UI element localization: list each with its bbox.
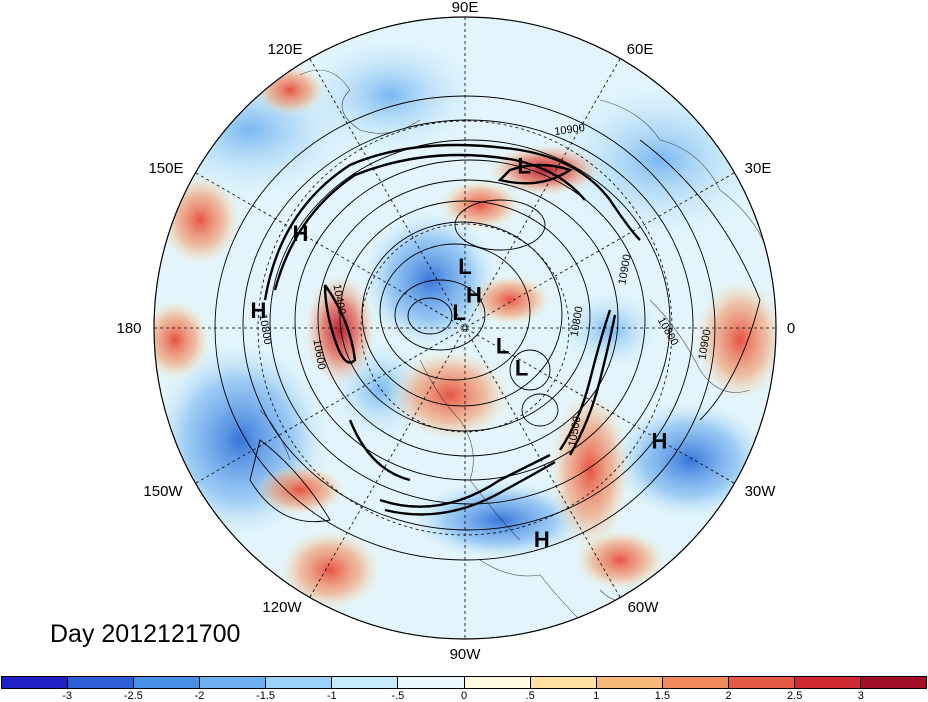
colorbar-tick-label: .5 — [526, 690, 535, 702]
lon-label-150e: 150E — [148, 160, 183, 177]
lon-label-30e: 30E — [745, 160, 772, 177]
colorbar-swatch — [200, 677, 266, 688]
lon-label-120e: 120E — [267, 41, 302, 58]
colorbar-swatch — [597, 677, 663, 688]
colorbar-tick-label: -2.5 — [124, 690, 143, 702]
colorbar-tick-label: 3 — [858, 690, 864, 702]
low-pressure-label: L — [515, 356, 528, 381]
colorbar-swatch — [795, 677, 861, 688]
colorbar-swatch — [729, 677, 795, 688]
colorbar-tick-label: -1 — [327, 690, 337, 702]
high-pressure-label: H — [466, 283, 482, 308]
high-pressure-label: H — [652, 428, 668, 453]
colorbar-swatch — [332, 677, 398, 688]
low-pressure-label: L — [517, 154, 530, 179]
colorbar-swatch — [68, 677, 134, 688]
lon-label-30w: 30W — [745, 483, 777, 500]
colorbar-tick-label: -1.5 — [256, 690, 275, 702]
date-title: Day 2012121700 — [50, 620, 240, 649]
colorbar-swatch — [2, 677, 68, 688]
lon-label-90e: 90E — [452, 0, 479, 16]
lon-label-120w: 120W — [262, 599, 302, 616]
colorbar-tick-label: -3 — [62, 690, 72, 702]
high-pressure-label: H — [534, 527, 550, 552]
colorbar-swatch — [861, 677, 926, 688]
lon-label-90w: 90W — [450, 646, 482, 663]
lon-label-60w: 60W — [628, 599, 660, 616]
colorbar-tick-label: 2 — [726, 690, 732, 702]
colorbar — [1, 676, 927, 689]
colorbar-tick-label: 2.5 — [787, 690, 802, 702]
colorbar-ticks: -3 -2.5 -2 -1.5 -1 -.5 0 .5 1 1.5 2 2.5 3 — [0, 690, 928, 702]
low-pressure-label: L — [458, 254, 471, 279]
colorbar-swatch — [398, 677, 464, 688]
colorbar-swatch — [134, 677, 200, 688]
colorbar-tick-label: 1.5 — [655, 690, 670, 702]
low-pressure-label: L — [496, 334, 509, 359]
lon-label-60e: 60E — [627, 41, 654, 58]
colorbar-swatch — [266, 677, 332, 688]
low-pressure-label: L — [452, 300, 465, 325]
colorbar-swatch — [531, 677, 597, 688]
lon-label-180: 180 — [116, 320, 141, 337]
colorbar-tick-label: 1 — [593, 690, 599, 702]
colorbar-tick-label: -2 — [195, 690, 205, 702]
high-pressure-label: H — [292, 221, 308, 246]
colorbar-tick-label: 0 — [461, 690, 467, 702]
colorbar-swatch — [465, 677, 531, 688]
lon-label-150w: 150W — [143, 483, 183, 500]
anomaly-field — [140, 15, 785, 645]
colorbar-swatch — [663, 677, 729, 688]
lon-label-0: 0 — [787, 320, 795, 337]
colorbar-tick-label: -.5 — [391, 690, 404, 702]
high-pressure-label: H — [251, 298, 267, 323]
